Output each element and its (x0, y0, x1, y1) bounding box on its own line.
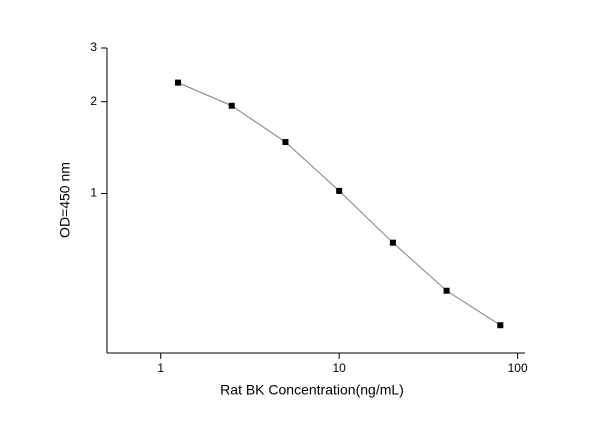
x-axis-title: Rat BK Concentration(ng/mL) (220, 382, 404, 398)
data-point (497, 322, 504, 329)
y-tick-label: 3 (90, 40, 97, 54)
data-point (175, 79, 182, 86)
fit-line (177, 82, 501, 326)
x-tick-label: 100 (508, 361, 528, 375)
y-tick-label: 1 (90, 186, 97, 200)
y-tick-label: 2 (90, 94, 97, 108)
data-point (336, 187, 343, 194)
data-point (443, 287, 450, 294)
x-tick-label: 10 (332, 361, 346, 375)
y-axis-title: OD=450 nm (57, 162, 73, 238)
data-point (228, 102, 235, 109)
x-tick-label: 1 (157, 361, 164, 375)
data-point (389, 239, 396, 246)
data-point (282, 139, 289, 146)
